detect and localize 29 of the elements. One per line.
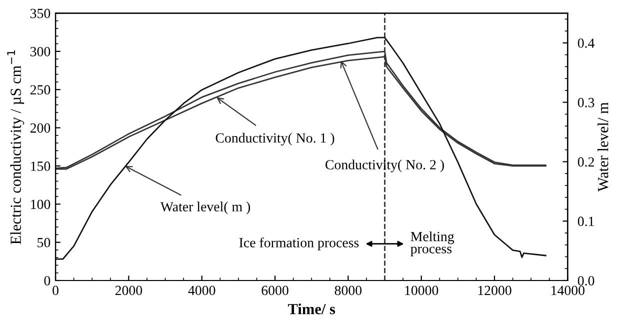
x-tick-label: 2000 xyxy=(115,286,142,296)
x-tick-label: 8000 xyxy=(334,286,362,296)
annotation: Ice formation process xyxy=(239,237,359,250)
x-tick-label: 0 xyxy=(52,286,58,296)
y-tick-label: 200 xyxy=(30,123,50,133)
y-tick-label: 300 xyxy=(30,46,50,56)
y2-tick-label: 0.0 xyxy=(578,276,594,286)
y-tick-label: 150 xyxy=(31,162,50,171)
x-tick-label: 4000 xyxy=(188,286,216,296)
y2-tick-label: 0.4 xyxy=(578,38,595,48)
annotation: Water level( m ) xyxy=(160,202,250,214)
y-tick-label: 350 xyxy=(30,8,50,18)
annotation: Melting process xyxy=(410,231,454,256)
x-tick-label: 10000 xyxy=(405,286,438,296)
y2-axis-title: Water level/ m xyxy=(598,102,608,192)
x-tick-label: 14000 xyxy=(552,286,584,296)
y2-tick-label: 0.3 xyxy=(578,98,594,108)
y-tick-label: 100 xyxy=(31,200,50,210)
y-tick-label: 250 xyxy=(30,85,50,95)
x-tick-label: 6000 xyxy=(262,286,288,296)
y-tick-label: 50 xyxy=(38,238,50,248)
x-tick-label: 12000 xyxy=(478,286,512,296)
annotation: Conductivity( No. 1 ) xyxy=(216,132,334,146)
y2-tick-label: 0.2 xyxy=(578,157,594,167)
y2-tick-label: 0.1 xyxy=(578,216,594,226)
y-tick-label: 0 xyxy=(44,276,50,286)
y-axis-title: Electric conductivity / µS cm$^{−1}$ xyxy=(7,50,24,244)
annotation: Conductivity( No. 2 ) xyxy=(326,160,444,172)
x-axis-title: Time/ s xyxy=(288,304,336,314)
